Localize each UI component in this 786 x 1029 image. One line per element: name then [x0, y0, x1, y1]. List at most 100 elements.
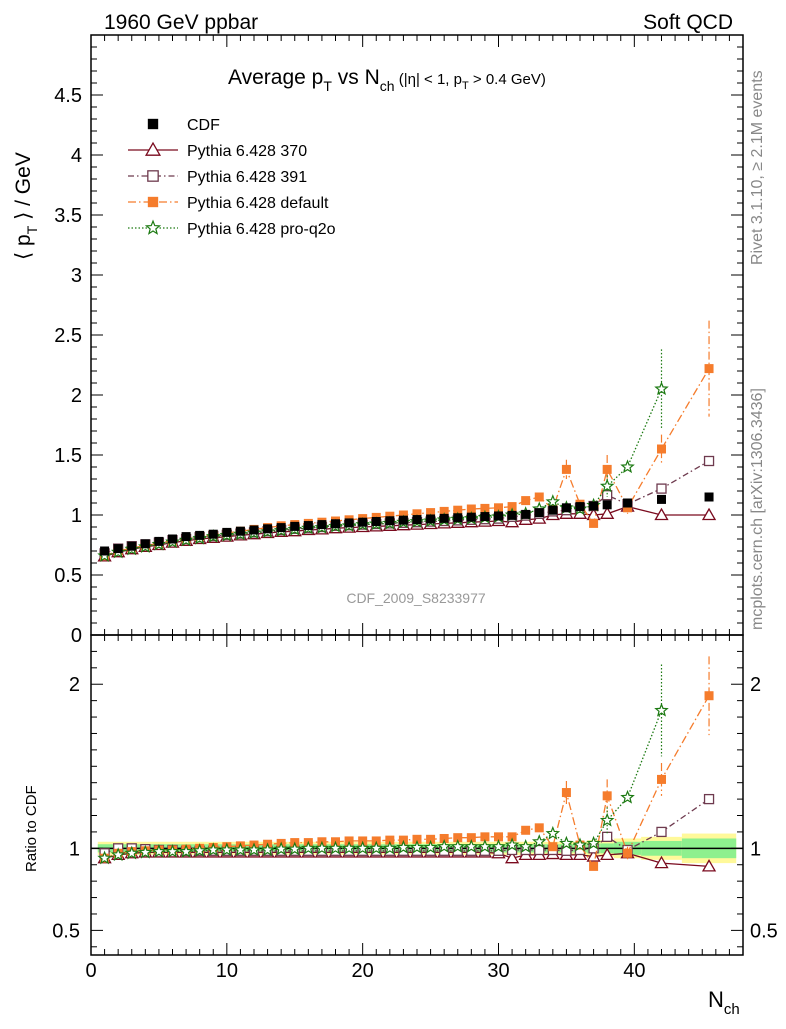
top-point-cdf	[623, 498, 633, 508]
legend-marker	[147, 196, 159, 208]
ratio-point-pythia-6-428-pro-q2o	[314, 840, 330, 855]
ratio-point-pythia-6-428-pro-q2o	[423, 839, 438, 854]
ratio-point-pythia-6-428-default	[453, 833, 463, 843]
ratio-point-pythia-6-428-pro-q2o	[545, 825, 561, 840]
legend-marker	[144, 219, 162, 235]
top-point-cdf	[704, 492, 714, 502]
legend-label: Pythia 6.428 default	[187, 195, 329, 212]
y-tick-label: 0.5	[54, 565, 82, 587]
top-point-pythia-6-428-default	[623, 503, 633, 513]
y-tick-label: 0	[71, 625, 82, 647]
y-tick-label: 2	[71, 385, 82, 407]
y-tick-label: 4.5	[54, 85, 82, 107]
ratio-point-pythia-6-428-pro-q2o	[205, 842, 221, 857]
legend: CDF Pythia 6.428 370 Pythia 6.428 391 Pythi…	[128, 117, 336, 238]
top-point-pythia-6-428-pro-q2o	[545, 494, 561, 508]
ratio-point-pythia-6-428-default	[602, 791, 612, 801]
top-point-pythia-6-428-pro-q2o	[620, 459, 635, 474]
ratio-point-pythia-6-428-default	[623, 848, 633, 858]
top-point-pythia-6-428-pro-q2o	[599, 478, 615, 493]
bottom-ylabel: Ratio to CDF	[23, 785, 40, 872]
ratio-point-pythia-6-428-391	[703, 793, 715, 805]
top-point-pythia-6-428-default	[453, 505, 463, 515]
top-point-pythia-6-428-default	[480, 503, 490, 513]
top-point-pythia-6-428-pro-q2o	[654, 381, 669, 396]
y-tick-label: 3	[71, 265, 82, 287]
legend-label: Pythia 6.428 pro-q2o	[187, 221, 336, 238]
ratio-point-pythia-6-428-pro-q2o	[178, 843, 194, 858]
ratio-point-pythia-6-428-default	[521, 825, 531, 835]
ratio-point-pythia-6-428-pro-q2o	[124, 845, 140, 860]
ratio-point-pythia-6-428-391	[534, 844, 545, 856]
ratio-point-pythia-6-428-pro-q2o	[368, 840, 384, 855]
top-point-cdf	[589, 501, 599, 511]
ratio-point-pythia-6-428-370	[654, 855, 669, 869]
ratio-point-pythia-6-428-pro-q2o	[654, 702, 669, 717]
ratio-y-tick-label-right: 1	[750, 838, 761, 860]
top-point-pythia-6-428-default	[466, 504, 476, 514]
top-point-cdf	[195, 530, 205, 540]
ratio-point-pythia-6-428-pro-q2o	[409, 839, 425, 854]
ratio-point-pythia-6-428-pro-q2o	[341, 840, 357, 855]
top-point-cdf	[548, 505, 558, 515]
top-point-cdf	[534, 508, 544, 518]
ratio-point-pythia-6-428-pro-q2o	[450, 839, 466, 853]
y-tick-label: 3.5	[54, 205, 82, 227]
x-tick-label: 10	[216, 960, 238, 982]
analysis-watermark: CDF_2009_S8233977	[346, 590, 486, 606]
top-point-pythia-6-428-default	[521, 496, 531, 506]
legend-label: Pythia 6.428 370	[187, 143, 307, 160]
top-point-cdf	[344, 518, 354, 528]
ratio-point-pythia-6-428-default	[589, 861, 599, 871]
top-point-cdf	[657, 494, 666, 504]
top-point-pythia-6-428-default	[602, 464, 612, 474]
ratio-point-pythia-6-428-pro-q2o	[477, 839, 493, 853]
top-point-cdf	[466, 512, 476, 522]
top-point-pythia-6-428-default	[412, 509, 422, 519]
ratio-point-pythia-6-428-pro-q2o	[396, 839, 411, 854]
legend-marker	[147, 118, 159, 130]
ratio-point-pythia-6-428-pro-q2o	[504, 837, 520, 852]
ratio-y-tick-label-right: 0.5	[750, 920, 778, 942]
ratio-point-pythia-6-428-pro-q2o	[260, 842, 275, 857]
ratio-point-pythia-6-428-pro-q2o	[151, 843, 167, 858]
mcplots-label: mcplots.cern.ch [arXiv:1306.3436]	[749, 388, 766, 630]
top-point-cdf	[439, 513, 449, 523]
top-point-pythia-6-428-default	[561, 464, 571, 474]
top-point-pythia-6-428-370	[701, 507, 717, 521]
top-point-pythia-6-428-370	[654, 507, 669, 521]
top-point-cdf	[412, 515, 422, 525]
ratio-point-pythia-6-428-pro-q2o	[110, 847, 126, 862]
ratio-point-pythia-6-428-default	[534, 823, 544, 833]
ratio-point-pythia-6-428-pro-q2o	[287, 841, 303, 856]
top-point-cdf	[507, 510, 517, 520]
ratio-point-pythia-6-428-default	[561, 788, 571, 798]
top-point-cdf	[521, 509, 531, 519]
top-point-cdf	[317, 520, 327, 530]
ratio-point-pythia-6-428-default	[466, 833, 476, 843]
ratio-point-pythia-6-428-default	[507, 832, 517, 842]
top-point-cdf	[263, 524, 273, 534]
legend-label: Pythia 6.428 391	[187, 169, 307, 186]
y-tick-label: 1.5	[54, 445, 82, 467]
top-point-cdf	[494, 511, 503, 521]
ratio-point-pythia-6-428-pro-q2o	[192, 843, 207, 857]
top-ylabel: ⟨ pT ⟩ / GeV	[12, 152, 40, 260]
top-point-cdf	[331, 519, 340, 529]
top-point-cdf	[208, 529, 218, 539]
top-point-pythia-6-428-default	[426, 508, 436, 518]
ratio-point-pythia-6-428-pro-q2o	[436, 839, 452, 853]
top-point-pythia-6-428-default	[589, 518, 599, 528]
top-line-pythia-6-428-pro-q2o	[104, 388, 663, 557]
ratio-point-pythia-6-428-default	[439, 833, 449, 843]
ratio-point-pythia-6-428-pro-q2o	[273, 841, 289, 856]
top-point-cdf	[168, 534, 177, 544]
top-point-cdf	[249, 525, 259, 535]
top-point-cdf	[303, 521, 313, 531]
ratio-point-pythia-6-428-391	[602, 831, 613, 842]
ratio-point-pythia-6-428-pro-q2o	[328, 840, 343, 855]
ratio-point-pythia-6-428-pro-q2o	[531, 834, 547, 848]
x-tick-label: 20	[352, 960, 374, 982]
